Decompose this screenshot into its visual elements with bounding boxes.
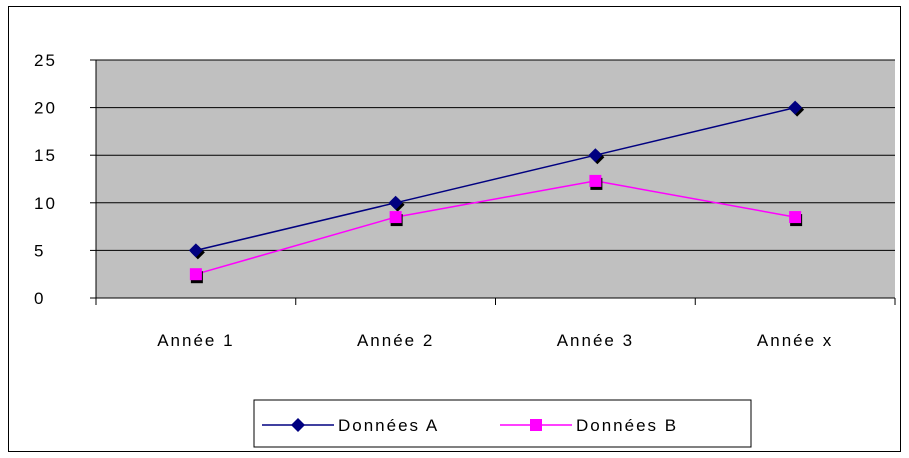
series-0-point-1 — [388, 195, 403, 210]
x-tick-labels: Année 1 Année 2 Année 3 Année x — [157, 331, 833, 350]
series-1-point-3 — [789, 211, 802, 224]
series-0 — [188, 100, 805, 260]
legend: Données A Données B — [253, 399, 752, 448]
legend-marker-series-b — [530, 419, 542, 431]
legend-label-series-a: Données A — [338, 416, 439, 435]
x-tick-label-2: Année 3 — [557, 331, 634, 350]
legend-box — [253, 399, 752, 448]
series-0-point-0 — [188, 243, 203, 258]
x-tick-label-1: Année 2 — [357, 331, 434, 350]
series-1 — [189, 174, 803, 284]
series-0-point-3 — [788, 100, 803, 115]
series-0-point-2 — [588, 148, 603, 163]
y-tick-label-4: 20 — [34, 99, 57, 118]
series-1-point-0 — [189, 268, 202, 281]
series-layer — [188, 100, 805, 284]
series-1-point-2 — [589, 174, 602, 187]
y-tick-label-0: 0 — [34, 289, 45, 308]
y-tick-label-2: 10 — [34, 194, 57, 213]
y-tick-labels: 0 5 10 15 20 25 — [34, 51, 57, 308]
y-tick-label-3: 15 — [34, 146, 57, 165]
axes — [95, 60, 896, 305]
series-line-1 — [195, 180, 796, 275]
legend-label-series-b: Données B — [576, 416, 678, 435]
series-line-0 — [195, 106, 796, 252]
y-tick-label-1: 5 — [34, 241, 45, 260]
x-tick-label-3: Année x — [757, 331, 833, 350]
gridlines — [90, 59, 895, 299]
series-1-point-1 — [389, 211, 402, 224]
x-tick-label-0: Année 1 — [157, 331, 234, 350]
y-tick-label-5: 25 — [34, 51, 57, 70]
legend-marker-series-a — [291, 418, 305, 432]
